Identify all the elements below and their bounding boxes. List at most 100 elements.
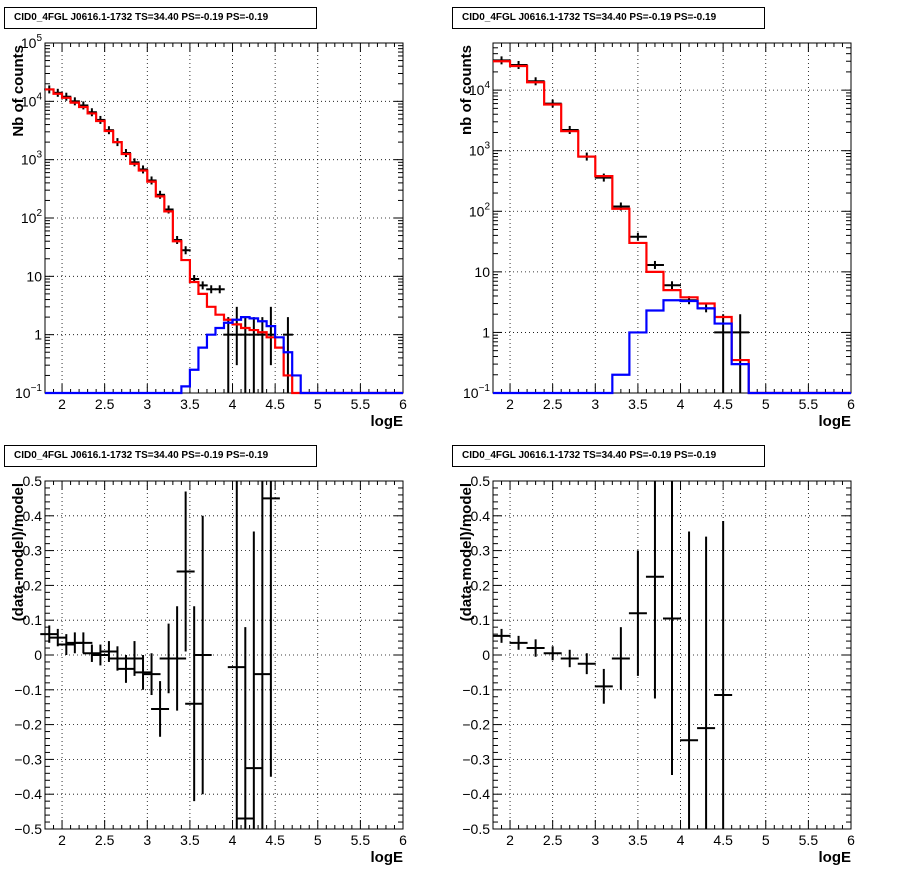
x-tick-label: 5	[762, 396, 770, 412]
y-tick-label: −0.2	[462, 717, 490, 733]
data-point	[91, 644, 110, 666]
x-tick-label: 6	[847, 832, 855, 848]
data-point	[116, 655, 135, 683]
x-tick-label: 3	[591, 396, 599, 412]
data-point	[227, 481, 246, 829]
y-tick-label: 103	[469, 141, 491, 159]
data-point	[82, 644, 101, 662]
x-tick-label: 4	[677, 832, 685, 848]
y-tick-label: 1	[34, 327, 42, 343]
data-point	[680, 531, 699, 829]
y-tick-label: 10−1	[463, 383, 490, 401]
chart-panel: 2 2.5 3 3.5 4 4.5 5 5.5 6 −0.5 −0.4 −0.3 −0.2 −0.1 0 0.…	[458, 473, 855, 866]
data-point	[48, 628, 67, 647]
data-point	[560, 125, 579, 134]
y-tick-label: 1	[482, 324, 490, 340]
data-point	[645, 481, 664, 699]
data-point	[142, 653, 161, 696]
data-point	[628, 550, 647, 676]
x-tick-label: 4	[229, 396, 237, 412]
x-tick-label: 3.5	[628, 396, 648, 412]
data-point	[594, 173, 613, 182]
y-tick-label: 103	[21, 150, 43, 168]
data-point	[134, 655, 153, 690]
y-tick-label: −0.4	[462, 786, 490, 802]
x-tick-label: 3	[143, 396, 151, 412]
y-tick-label: 0.1	[471, 612, 491, 628]
plot-frame	[492, 42, 852, 394]
y-tick-label: 0.5	[23, 473, 43, 489]
x-tick-label: 3.5	[180, 396, 200, 412]
y-tick-label: −0.5	[14, 821, 42, 837]
data-point	[185, 606, 204, 802]
chart-panel: 2 2.5 3 3.5 4 4.5 5 5.5 6 −0.5 −0.4 −0.3 −0.2 −0.1 0 0.…	[10, 473, 407, 866]
data-point	[240, 317, 251, 393]
data-point	[282, 317, 293, 393]
x-tick-label: 3.5	[628, 832, 648, 848]
y-tick-label: 104	[469, 80, 491, 98]
data-point	[231, 306, 242, 366]
model-histogram-line	[45, 316, 403, 395]
y-tick-label: 105	[21, 33, 43, 51]
data-point	[125, 641, 144, 676]
y-tick-label: −0.1	[462, 682, 490, 698]
x-tick-label: 4.5	[265, 396, 285, 412]
data-point	[223, 317, 234, 393]
data-point	[40, 625, 59, 643]
data-point	[714, 521, 733, 829]
model-histogram-line	[493, 60, 851, 395]
data-point	[731, 314, 750, 393]
data-point	[193, 515, 212, 795]
data-point	[645, 260, 664, 269]
y-tick-label: 10	[26, 268, 42, 284]
x-tick-label: 5.5	[351, 832, 371, 848]
data-point	[57, 634, 76, 655]
y-tick-label: 0.2	[23, 577, 43, 593]
chart-title: CID0_4FGL J0616.1-1732 TS=34.40 PS=-0.19…	[4, 445, 317, 467]
x-tick-label: 4	[677, 396, 685, 412]
y-tick-label: −0.4	[14, 786, 42, 802]
x-axis-label: logE	[819, 849, 852, 866]
data-point	[714, 314, 733, 393]
data-point	[151, 681, 170, 737]
data-point	[509, 635, 528, 650]
data-point	[176, 491, 195, 652]
y-tick-label: −0.2	[14, 717, 42, 733]
data-point	[697, 536, 716, 829]
chart-title: CID0_4FGL J0616.1-1732 TS=34.40 PS=-0.19…	[4, 7, 317, 29]
x-tick-label: 3	[591, 832, 599, 848]
x-tick-label: 3.5	[180, 832, 200, 848]
y-tick-label: 0.4	[23, 508, 43, 524]
data-point	[74, 632, 93, 654]
x-tick-label: 6	[399, 832, 407, 848]
data-point	[206, 285, 217, 294]
x-tick-label: 2.5	[543, 832, 563, 848]
data-point	[663, 281, 681, 290]
y-tick-label: −0.5	[462, 821, 490, 837]
data-point	[168, 606, 187, 711]
x-tick-label: 4.5	[713, 832, 733, 848]
chart-title: CID0_4FGL J0616.1-1732 TS=34.40 PS=-0.19…	[452, 445, 765, 467]
x-axis-label: logE	[371, 849, 404, 866]
data-point	[108, 646, 127, 671]
x-tick-label: 2.5	[95, 396, 115, 412]
data-point	[543, 646, 562, 661]
y-axis-label: (data-model)/model	[10, 483, 27, 621]
x-tick-label: 4.5	[713, 396, 733, 412]
model-histogram-line	[493, 299, 851, 395]
data-point	[663, 481, 681, 776]
x-tick-label: 2	[58, 832, 66, 848]
x-tick-label: 4.5	[265, 832, 285, 848]
y-tick-label: −0.3	[14, 751, 42, 767]
model-histogram-line	[45, 88, 403, 395]
chart-title: CID0_4FGL J0616.1-1732 TS=34.40 PS=-0.19…	[452, 7, 765, 29]
x-axis-label: logE	[819, 413, 852, 430]
x-tick-label: 6	[847, 396, 855, 412]
y-tick-label: −0.1	[14, 682, 42, 698]
y-axis-label: Nb of counts	[10, 45, 27, 137]
x-tick-label: 3	[143, 832, 151, 848]
chart-panel: 2 2.5 3 3.5 4 4.5 5 5.5 6 10−1 1 10 102 103 104 logE nb …	[458, 42, 855, 430]
y-axis-label: nb of counts	[458, 45, 475, 135]
y-tick-label: 0	[482, 647, 490, 663]
data-point	[492, 628, 511, 643]
